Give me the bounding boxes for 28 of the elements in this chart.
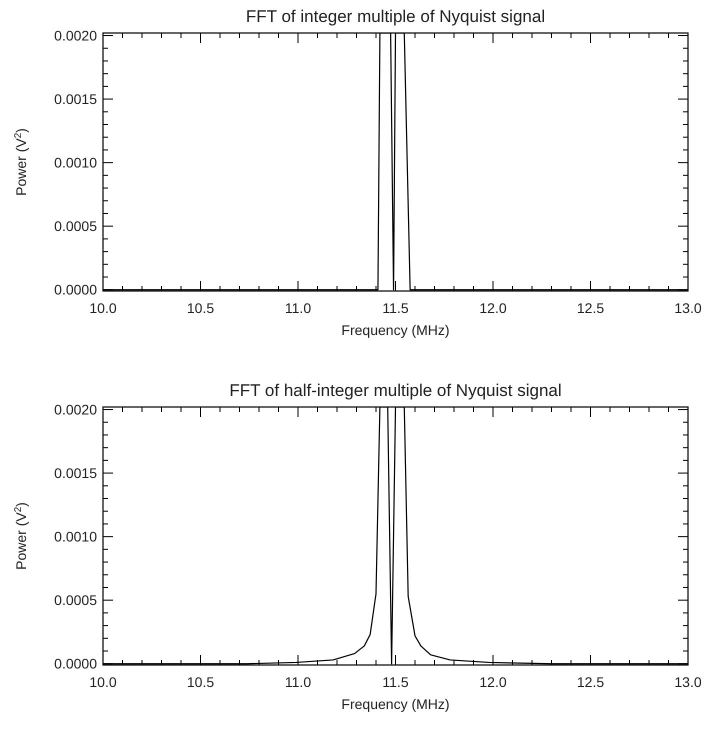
x-tick-label: 10.5 — [186, 674, 214, 690]
x-axis-title: Frequency (MHz) — [341, 322, 450, 338]
y-tick-label: 0.0015 — [54, 465, 98, 482]
x-tick-label: 13.0 — [674, 674, 702, 690]
y-tick-label: 0.0005 — [54, 592, 98, 608]
x-tick-label: 10.5 — [186, 300, 214, 316]
x-axis-title: Frequency (MHz) — [341, 696, 450, 712]
x-tick-label: 10.0 — [89, 674, 117, 690]
x-tick-label: 13.0 — [674, 300, 702, 316]
chart-title: FFT of integer multiple of Nyquist signal — [246, 7, 546, 26]
y-tick-label: 0.0020 — [54, 402, 98, 418]
y-tick-label: 0.0010 — [54, 528, 98, 545]
y-tick-label: 0.0020 — [54, 28, 98, 44]
x-tick-label: 11.5 — [382, 300, 409, 316]
x-tick-label: 10.0 — [89, 300, 117, 316]
y-tick-label: 0.0015 — [54, 91, 98, 108]
x-tick-label: 12.5 — [576, 674, 604, 690]
x-tick-label: 11.0 — [284, 674, 312, 690]
y-tick-label: 0.0010 — [54, 154, 98, 171]
x-tick-label: 12.0 — [479, 674, 507, 690]
chart-title: FFT of half-integer multiple of Nyquist signal — [229, 381, 562, 400]
x-tick-label: 12.5 — [576, 300, 604, 316]
y-tick-label: 0.0005 — [54, 218, 98, 234]
y-tick-label: 0.0000 — [54, 282, 98, 298]
x-tick-label: 11.5 — [382, 674, 409, 690]
x-tick-label: 12.0 — [479, 300, 507, 316]
x-tick-label: 11.0 — [284, 300, 312, 316]
y-tick-label: 0.0000 — [54, 656, 98, 672]
